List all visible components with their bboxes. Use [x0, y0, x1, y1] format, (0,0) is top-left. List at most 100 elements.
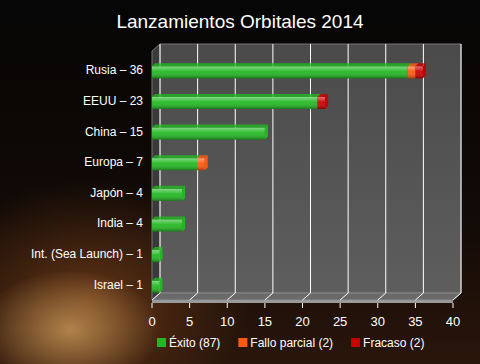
chart: Lanzamientos Orbitales 20140510152025303… — [0, 0, 480, 364]
bar — [197, 158, 205, 170]
bar-shading — [152, 158, 197, 170]
bar — [159, 250, 160, 262]
bar-end — [265, 125, 268, 140]
bar-top — [152, 216, 185, 219]
legend-swatch — [238, 338, 247, 347]
bar-shading — [152, 128, 265, 140]
bar-shading — [197, 158, 205, 170]
bar — [415, 66, 423, 78]
bar-shading — [408, 66, 416, 78]
tick-mark — [152, 303, 153, 308]
category-label: Europa – 7 — [84, 155, 143, 169]
bar — [152, 219, 182, 231]
title: Lanzamientos Orbitales 2014 — [116, 11, 364, 32]
bar — [152, 66, 408, 78]
tick-mark — [453, 303, 454, 308]
x-axis-line — [152, 300, 453, 303]
tick-label: 15 — [258, 314, 272, 329]
tick-label: 20 — [295, 314, 309, 329]
plot-wall — [160, 44, 461, 293]
grid-line-floor — [265, 293, 273, 300]
grid-line — [385, 44, 386, 293]
legend-swatch — [157, 338, 166, 347]
grid-line-floor — [303, 293, 311, 300]
bar — [152, 281, 160, 293]
bar — [159, 281, 160, 293]
bar-shading — [152, 219, 182, 231]
bar-shading — [152, 97, 318, 109]
category-label: Israel – 1 — [94, 278, 144, 292]
grid-line-floor — [227, 293, 235, 300]
bar-top — [152, 94, 321, 97]
tick-label: 5 — [186, 314, 193, 329]
bar-end — [205, 155, 208, 170]
category-label: EEUU – 23 — [83, 94, 143, 108]
category-label: Int. (Sea Launch) – 1 — [31, 247, 143, 261]
bar — [182, 189, 183, 201]
legend-label: Fracaso (2) — [363, 336, 424, 350]
grid-line-floor — [453, 293, 461, 300]
grid-line — [348, 44, 349, 293]
grid-line-floor — [152, 293, 160, 300]
bar-end — [182, 216, 185, 231]
legend-label: Fallo parcial (2) — [250, 336, 333, 350]
grid-line — [310, 44, 311, 293]
category-label: China – 15 — [85, 125, 143, 139]
tick-label: 25 — [333, 314, 347, 329]
bar — [152, 158, 197, 170]
bar-top — [152, 155, 200, 158]
tick-label: 0 — [148, 314, 155, 329]
bar-end — [325, 94, 328, 109]
bar — [159, 281, 160, 293]
tick-label: 40 — [446, 314, 460, 329]
tick-label: 35 — [408, 314, 422, 329]
plot-floor — [152, 293, 461, 300]
bar-end — [160, 278, 163, 293]
legend-label: Éxito (87) — [169, 335, 220, 350]
bar-shading — [152, 281, 160, 293]
bar — [264, 128, 265, 140]
bar-top — [152, 63, 411, 66]
grid-line — [461, 44, 462, 293]
bar — [182, 219, 183, 231]
grid-line — [272, 44, 273, 293]
plot-side-wall — [152, 44, 160, 300]
bar-end — [423, 63, 426, 78]
bar — [152, 189, 182, 201]
bar-shading — [415, 66, 423, 78]
bar-end — [160, 247, 163, 262]
grid-line-floor — [340, 293, 348, 300]
bar-top — [152, 186, 185, 189]
tick-mark — [302, 303, 303, 308]
bar-shading — [318, 97, 326, 109]
grid-line — [235, 44, 236, 293]
bar — [182, 219, 183, 231]
legend-swatch — [351, 338, 360, 347]
bar-shading — [152, 189, 182, 201]
bar — [152, 128, 265, 140]
bar — [152, 97, 318, 109]
tick-mark — [189, 303, 190, 308]
bar — [204, 158, 205, 170]
bar — [152, 250, 160, 262]
bar — [182, 189, 183, 201]
bar — [318, 97, 326, 109]
grid-line — [423, 44, 424, 293]
grid-line-floor — [190, 293, 198, 300]
bar-shading — [152, 66, 408, 78]
bar-shading — [152, 250, 160, 262]
tick-mark — [227, 303, 228, 308]
tick-mark — [415, 303, 416, 308]
bar-top — [152, 125, 268, 128]
bar — [159, 250, 160, 262]
tick-mark — [264, 303, 265, 308]
grid-line-floor — [415, 293, 423, 300]
tick-label: 10 — [220, 314, 234, 329]
bar — [264, 128, 265, 140]
category-label: Rusia – 36 — [86, 63, 144, 77]
bars — [152, 63, 426, 292]
grid-line-floor — [378, 293, 386, 300]
category-label: Japón – 4 — [90, 186, 143, 200]
tick-mark — [377, 303, 378, 308]
bar — [408, 66, 416, 78]
